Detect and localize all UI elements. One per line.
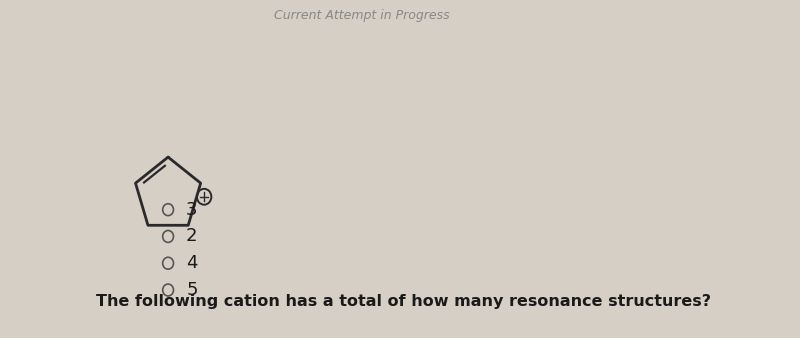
Text: Current Attempt in Progress: Current Attempt in Progress <box>274 9 450 22</box>
Text: 3: 3 <box>186 201 198 219</box>
Text: The following cation has a total of how many resonance structures?: The following cation has a total of how … <box>96 294 711 309</box>
Text: 2: 2 <box>186 227 198 245</box>
Text: 4: 4 <box>186 254 198 272</box>
Text: 5: 5 <box>186 281 198 299</box>
